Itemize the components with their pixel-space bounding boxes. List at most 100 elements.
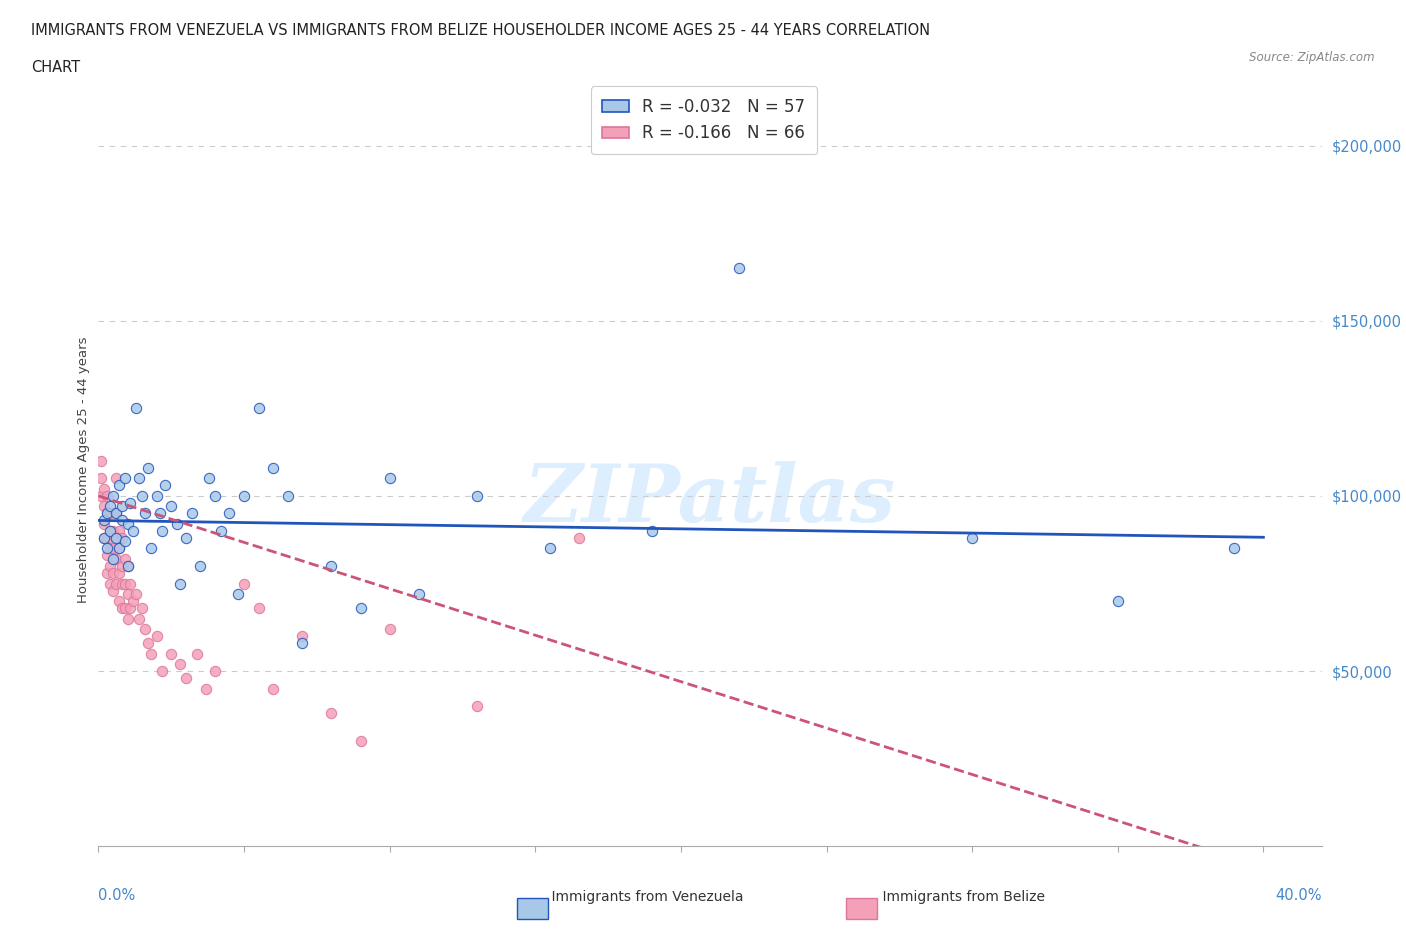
Point <box>465 488 488 503</box>
Point <box>117 611 139 626</box>
Point <box>122 524 145 538</box>
Point <box>98 524 121 538</box>
Point <box>101 488 124 503</box>
Point <box>90 454 112 469</box>
Point <box>136 460 159 475</box>
Point <box>96 488 118 503</box>
Point <box>233 488 256 503</box>
Point <box>152 524 174 538</box>
Point <box>93 516 115 531</box>
Text: ZIPatlas: ZIPatlas <box>524 461 896 538</box>
Point <box>538 541 561 556</box>
Point <box>160 646 183 661</box>
Point <box>111 499 134 514</box>
Point <box>408 587 430 602</box>
Point <box>111 530 134 545</box>
Point <box>117 587 139 602</box>
Point <box>111 559 134 574</box>
Point <box>108 478 131 493</box>
Point <box>139 646 162 661</box>
Point <box>111 601 134 616</box>
Point <box>145 488 167 503</box>
Point <box>104 506 127 521</box>
Point <box>233 576 256 591</box>
Point <box>131 601 153 616</box>
Point <box>93 482 115 497</box>
Point <box>108 524 131 538</box>
Point <box>204 664 226 679</box>
Point <box>145 629 167 644</box>
Point <box>117 516 139 531</box>
Point <box>93 530 115 545</box>
Point <box>125 401 148 416</box>
Point <box>98 559 121 574</box>
Point <box>98 576 121 591</box>
Point <box>349 734 371 749</box>
Point <box>93 530 115 545</box>
Point <box>195 681 218 696</box>
Point <box>114 534 136 549</box>
Point <box>96 530 118 545</box>
Point <box>198 471 221 485</box>
Point <box>114 576 136 591</box>
Point <box>96 541 118 556</box>
Point <box>247 401 270 416</box>
Point <box>108 541 131 556</box>
Point <box>114 551 136 566</box>
Text: CHART: CHART <box>31 60 80 75</box>
Point <box>101 541 124 556</box>
Point <box>111 513 134 528</box>
Point <box>111 576 134 591</box>
Point <box>169 576 191 591</box>
Point <box>114 471 136 485</box>
Point <box>104 576 127 591</box>
Point <box>465 698 488 713</box>
Point <box>152 664 174 679</box>
Point <box>117 559 139 574</box>
Point <box>960 530 983 545</box>
Point <box>174 671 197 685</box>
Text: Source: ZipAtlas.com: Source: ZipAtlas.com <box>1250 51 1375 64</box>
Point <box>149 506 172 521</box>
Point <box>378 471 401 485</box>
Point <box>204 488 226 503</box>
Point <box>101 583 124 598</box>
Point <box>104 506 127 521</box>
Point <box>93 513 115 528</box>
Point <box>1223 541 1246 556</box>
Point <box>114 601 136 616</box>
Point <box>128 611 150 626</box>
Point <box>277 488 299 503</box>
Point <box>136 635 159 650</box>
Point <box>247 601 270 616</box>
Point <box>98 541 121 556</box>
Point <box>291 635 314 650</box>
Point <box>226 587 249 602</box>
Point <box>93 499 115 514</box>
Point <box>160 499 183 514</box>
Point <box>262 681 284 696</box>
Point <box>321 559 343 574</box>
Point <box>155 478 177 493</box>
Point <box>641 524 664 538</box>
Point <box>166 516 188 531</box>
Point <box>104 551 127 566</box>
Point <box>122 593 145 608</box>
Point <box>188 559 212 574</box>
Point <box>125 587 148 602</box>
Point <box>117 559 139 574</box>
Point <box>104 471 127 485</box>
Point <box>321 706 343 721</box>
Point <box>128 471 150 485</box>
Point <box>96 565 118 580</box>
Text: Immigrants from Belize: Immigrants from Belize <box>865 890 1045 904</box>
Point <box>98 499 121 514</box>
Point <box>96 506 118 521</box>
Point <box>262 460 284 475</box>
Legend: R = -0.032   N = 57, R = -0.166   N = 66: R = -0.032 N = 57, R = -0.166 N = 66 <box>591 86 817 154</box>
Point <box>139 541 162 556</box>
Point <box>108 565 131 580</box>
Point <box>101 565 124 580</box>
Point <box>180 506 202 521</box>
Point <box>120 496 142 511</box>
